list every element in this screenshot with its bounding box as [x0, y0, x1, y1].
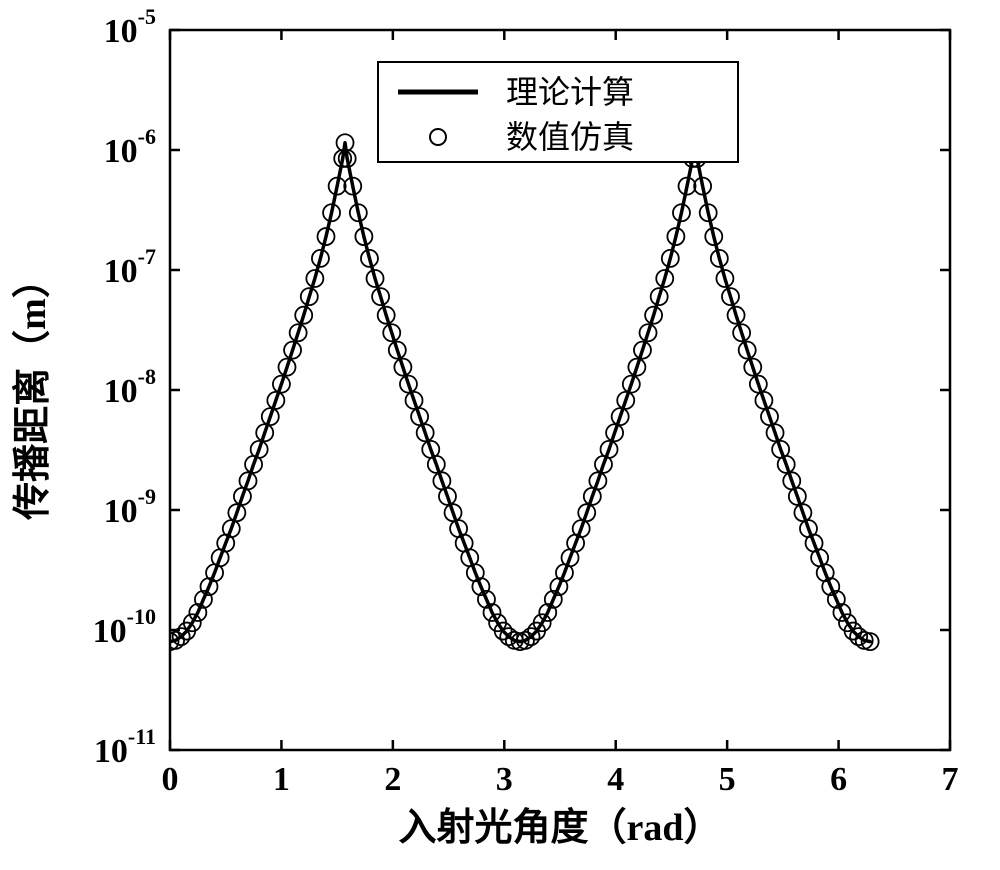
legend-item-label: 数值仿真 [506, 119, 634, 155]
chart-svg: 0123456710-1110-1010-910-810-710-610-5入射… [0, 0, 1000, 870]
x-tick-label: 2 [384, 761, 401, 798]
x-tick-label: 0 [162, 761, 179, 798]
x-tick-label: 5 [719, 761, 736, 798]
y-axis-label: 传播距离（m） [12, 260, 54, 521]
legend-item-label: 理论计算 [506, 74, 634, 110]
chart-container: 0123456710-1110-1010-910-810-710-610-5入射… [0, 0, 1000, 870]
x-axis-label: 入射光角度（rad） [398, 807, 721, 849]
x-tick-label: 1 [273, 761, 290, 798]
x-tick-label: 4 [607, 761, 624, 798]
x-tick-label: 3 [496, 761, 513, 798]
x-tick-label: 7 [942, 761, 959, 798]
x-tick-label: 6 [830, 761, 847, 798]
